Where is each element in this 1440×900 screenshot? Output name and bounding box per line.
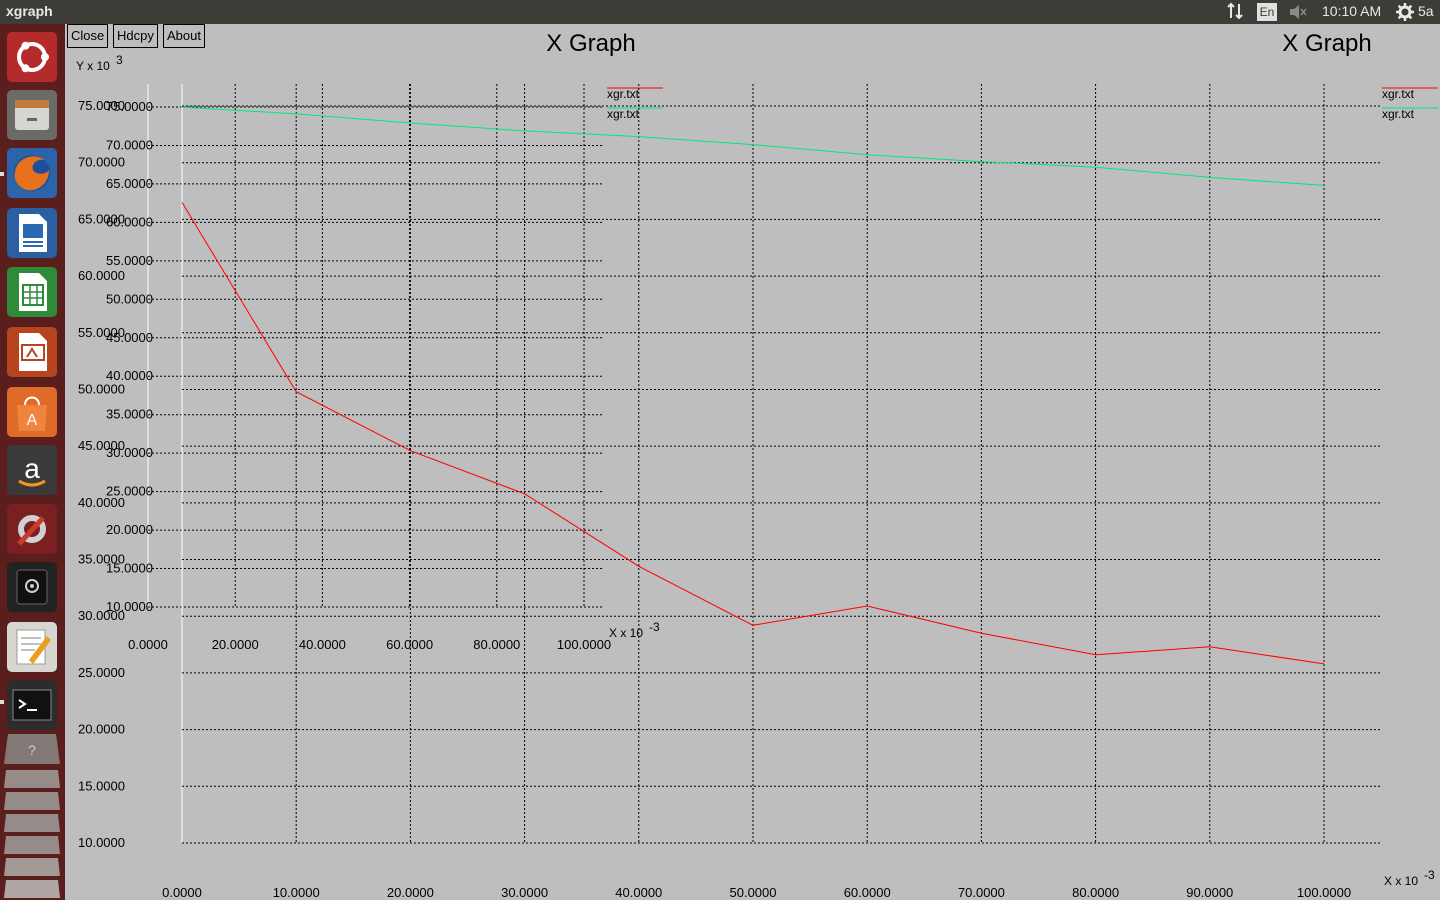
close-button[interactable]: Close [67,24,109,48]
y-tick-label: 10.0000 [106,599,153,614]
session-user-label[interactable]: 5a [1418,3,1434,19]
x-axis-label-exponent: -3 [1424,868,1435,882]
svg-text:?: ? [28,742,36,758]
x-tick-label: 40.0000 [299,637,346,652]
x-tick-label: 70.0000 [958,885,1005,900]
x-tick-label: 60.0000 [844,885,891,900]
clock[interactable]: 10:10 AM [1322,3,1382,19]
amazon-icon[interactable]: a [7,445,57,495]
x-tick-label: 10.0000 [273,885,320,900]
x-tick-label: 80.0000 [1072,885,1119,900]
y-tick-label: 30.0000 [106,445,153,460]
y-tick-label: 15.0000 [78,778,125,793]
legend-entry: xgr.txt [607,87,640,101]
about-button[interactable]: About [163,24,205,48]
dash-home-icon[interactable] [7,32,57,82]
software-center-icon[interactable]: A [7,387,57,437]
x-axis-label: X x 10 [609,626,643,640]
x-tick-label: 0.0000 [128,637,168,652]
y-tick-label: 45.0000 [78,438,125,453]
graph-title: X Graph [546,30,635,57]
launcher: A a ? [0,24,65,900]
y-tick-label: 75.0000 [106,99,153,114]
y-tick-label: 70.0000 [106,137,153,152]
stacked-window-icons[interactable]: ? [0,724,65,900]
y-tick-label: 65.0000 [78,211,125,226]
legend-entry: xgr.txt [607,107,640,121]
system-settings-icon[interactable] [7,504,57,554]
writer-icon[interactable] [7,208,57,258]
x-axis-label: X x 10 [1384,874,1418,888]
terminal-icon[interactable] [7,680,57,730]
y-tick-label: 50.0000 [78,381,125,396]
y-axis-label: Y x 10 [76,59,110,73]
y-tick-label: 20.0000 [78,722,125,737]
x-tick-label: 100.0000 [1297,885,1351,900]
gear-icon[interactable] [1396,3,1414,24]
y-tick-label: 25.0000 [78,665,125,680]
firefox-icon[interactable] [7,148,57,198]
xgraph-window: Close Hdcpy About X Graph Y x 10 3 0.0000 20… [65,24,1440,900]
y-tick-label: 15.0000 [106,561,153,576]
y-tick-label: 45.0000 [106,330,153,345]
y-tick-label: 30.0000 [78,608,125,623]
sound-muted-icon[interactable] [1288,3,1308,24]
y-axis-label-exponent: 3 [116,53,123,67]
x-axis-label-exponent: -3 [649,620,660,634]
y-tick-label: 25.0000 [106,484,153,499]
svg-text:A: A [27,412,38,429]
running-indicator [0,700,4,704]
y-tick-label: 55.0000 [78,325,125,340]
y-tick-label: 65.0000 [106,176,153,191]
legend-entry: xgr.txt [1382,87,1415,101]
y-tick-label: 35.0000 [78,552,125,567]
y-tick-label: 60.0000 [106,214,153,229]
series-line [181,202,1325,665]
y-tick-label: 70.0000 [78,155,125,170]
legend-entry: xgr.txt [1382,107,1415,121]
screenshot-icon[interactable] [7,562,57,612]
text-editor-icon[interactable] [7,622,57,672]
y-tick-label: 40.0000 [106,368,153,383]
network-icon[interactable] [1226,2,1244,23]
hardcopy-button[interactable]: Hdcpy [113,24,158,48]
y-tick-label: 40.0000 [78,495,125,510]
x-tick-label: 60.0000 [386,637,433,652]
x-tick-label: 40.0000 [615,885,662,900]
top-panel: xgraph En 10:10 AM 5a [0,0,1440,24]
x-tick-label: 20.0000 [212,637,259,652]
y-tick-label: 35.0000 [106,407,153,422]
y-tick-label: 20.0000 [106,522,153,537]
window-title: xgraph [6,3,53,19]
y-tick-label: 55.0000 [106,253,153,268]
series-line [181,106,1325,186]
svg-text:a: a [24,453,40,484]
x-tick-label: 100.0000 [557,637,611,652]
y-tick-label: 60.0000 [78,268,125,283]
x-tick-label: 50.0000 [730,885,777,900]
running-indicator [0,172,4,176]
x-tick-label: 20.0000 [387,885,434,900]
graph-title: X Graph [1282,30,1371,57]
x-tick-label: 80.0000 [473,637,520,652]
y-tick-label: 75.0000 [78,98,125,113]
y-tick-label: 10.0000 [78,835,125,850]
x-tick-label: 30.0000 [501,885,548,900]
calc-icon[interactable] [7,267,57,317]
keyboard-layout-indicator[interactable]: En [1257,3,1277,21]
y-tick-label: 50.0000 [106,291,153,306]
files-icon[interactable] [7,90,57,140]
x-tick-label: 0.0000 [162,885,202,900]
impress-icon[interactable] [7,327,57,377]
x-tick-label: 90.0000 [1186,885,1233,900]
